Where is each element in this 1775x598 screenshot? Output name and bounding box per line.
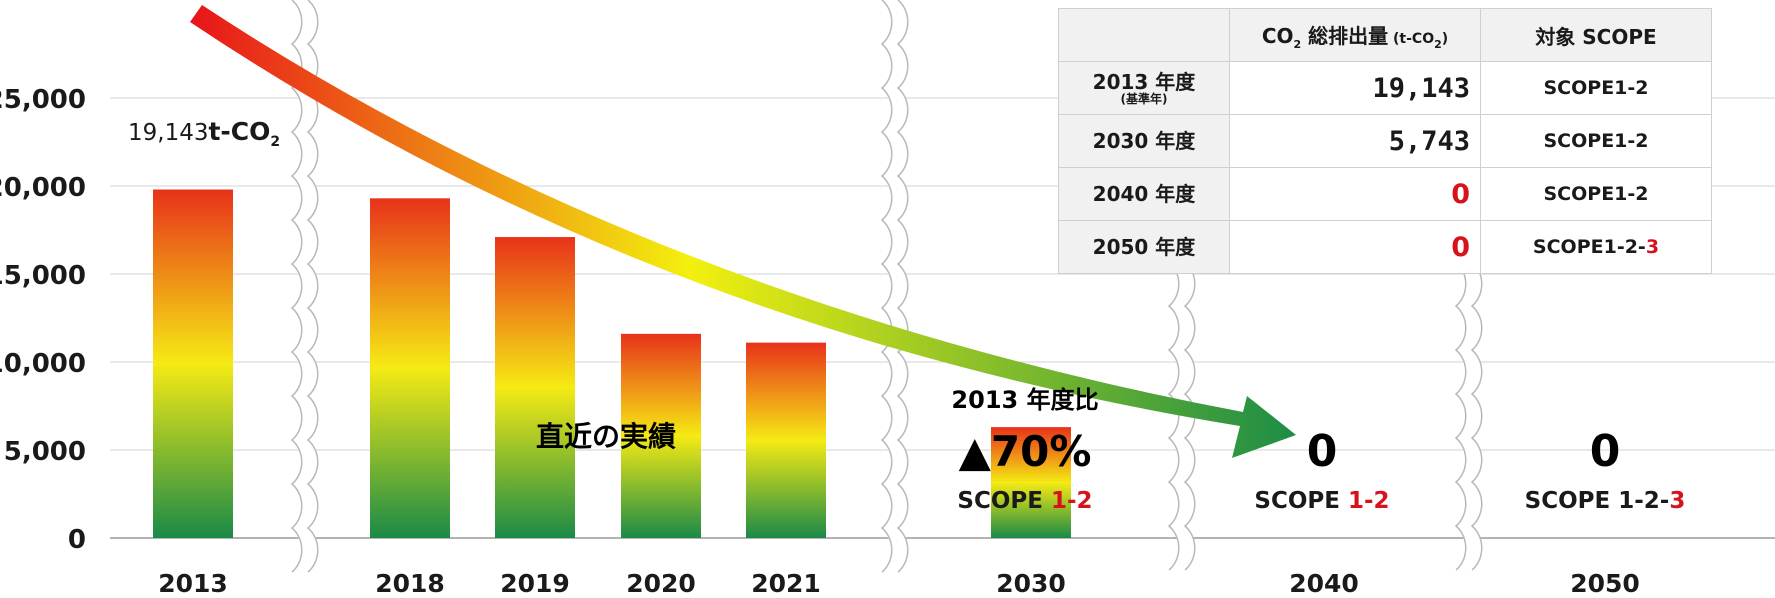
- row-emission: 0: [1229, 220, 1481, 274]
- table-row: 2050 年度 0 SCOPE1-2-3: [1058, 220, 1712, 274]
- y-tick-label: 25,000: [0, 85, 86, 115]
- x-tick-label: 2018: [375, 569, 445, 594]
- bar-2013: [153, 189, 233, 538]
- recent-results-label: 直近の実績: [536, 420, 676, 453]
- axis-break-line: [1167, 261, 1180, 571]
- row-emission: 0: [1229, 167, 1481, 221]
- table-header-row: CO2 総排出量 (t-CO2) 対象 SCOPE: [1058, 8, 1712, 62]
- axis-break-band: [1451, 255, 1482, 577]
- table-row: 2040 年度 0 SCOPE1-2: [1058, 167, 1712, 221]
- table-row: 2030 年度 5,743 SCOPE1-2: [1058, 114, 1712, 168]
- row-year-text: 2050 年度: [1092, 235, 1196, 259]
- row-year: 2040 年度: [1058, 167, 1230, 221]
- trend-arrow: [190, 5, 1296, 458]
- bar-2018: [370, 198, 450, 538]
- row-scope: SCOPE1-2: [1480, 61, 1712, 115]
- target-value-2030: ▲70%: [959, 427, 1092, 476]
- header-emission: CO2 総排出量 (t-CO2): [1229, 8, 1481, 62]
- target-scope-2030: SCOPE 1-2: [957, 488, 1092, 514]
- y-tick-label: 20,000: [0, 173, 86, 203]
- row-emission: 19,143: [1229, 61, 1481, 115]
- axis-break-line: [1454, 261, 1467, 571]
- y-tick-label: 10,000: [0, 349, 86, 379]
- axis-break-line: [1470, 261, 1483, 571]
- header-emission-rest: 総排出量: [1301, 23, 1389, 48]
- row-scope: SCOPE1-2: [1480, 114, 1712, 168]
- target-scope-2050: SCOPE 1-2-3: [1525, 488, 1686, 514]
- axis-break-line: [880, 0, 893, 573]
- axis-break-line: [290, 0, 303, 573]
- row-scope-red: 3: [1645, 236, 1660, 258]
- target-value-2050: 0: [1590, 426, 1621, 477]
- row-year: 2013 年度 (基準年): [1058, 61, 1230, 115]
- table-row: 2013 年度 (基準年) 19,143 SCOPE1-2: [1058, 61, 1712, 115]
- x-tick-label: 2040: [1289, 569, 1359, 594]
- row-year-text: 2030 年度: [1092, 129, 1196, 153]
- row-scope-main: SCOPE1-2: [1543, 130, 1649, 152]
- x-tick-label: 2019: [500, 569, 570, 594]
- row-scope-main: SCOPE1-2: [1543, 183, 1649, 205]
- header-unit-b: ): [1441, 30, 1449, 47]
- row-scope: SCOPE1-2-3: [1480, 220, 1712, 274]
- base-value-label: 19,143t-CO2: [128, 117, 280, 150]
- emission-summary-table: CO2 総排出量 (t-CO2) 対象 SCOPE 2013 年度 (基準年) 1…: [1058, 8, 1712, 274]
- header-blank: [1058, 8, 1230, 62]
- x-tick-label: 2050: [1570, 569, 1640, 594]
- target-title-2030: 2013 年度比: [951, 386, 1098, 414]
- row-scope: SCOPE1-2: [1480, 167, 1712, 221]
- row-year-text: 2040 年度: [1092, 182, 1196, 206]
- row-emission: 5,743: [1229, 114, 1481, 168]
- bar-2030: [991, 427, 1071, 538]
- row-year: 2030 年度: [1058, 114, 1230, 168]
- target-scope-2040: SCOPE 1-2: [1254, 488, 1389, 514]
- header-emission-main: CO: [1261, 23, 1294, 48]
- row-year-text: 2013 年度: [1092, 69, 1196, 94]
- x-tick-label: 2013: [158, 569, 228, 594]
- header-emission-sub: 2: [1293, 37, 1302, 51]
- axis-break-line: [896, 0, 909, 573]
- target-value-2040: 0: [1307, 426, 1338, 477]
- y-tick-label: 5,000: [4, 437, 86, 467]
- row-year-note: (基準年): [1120, 91, 1168, 106]
- bar-2020: [621, 333, 701, 538]
- row-scope-main: SCOPE1-2-: [1532, 236, 1646, 258]
- y-tick-label: 15,000: [0, 261, 86, 291]
- row-year: 2050 年度: [1058, 220, 1230, 274]
- x-tick-label: 2021: [751, 569, 821, 594]
- header-scope: 対象 SCOPE: [1480, 8, 1712, 62]
- x-tick-label: 2030: [996, 569, 1066, 594]
- header-unit-a: (t-CO: [1388, 30, 1435, 47]
- bar-2021: [746, 342, 826, 538]
- bar-2019: [495, 237, 575, 539]
- y-tick-label: 0: [68, 525, 86, 555]
- row-scope-main: SCOPE1-2: [1543, 77, 1649, 99]
- header-unit-sub: 2: [1434, 37, 1442, 51]
- axis-break-band: [877, 0, 908, 579]
- x-tick-label: 2020: [626, 569, 696, 594]
